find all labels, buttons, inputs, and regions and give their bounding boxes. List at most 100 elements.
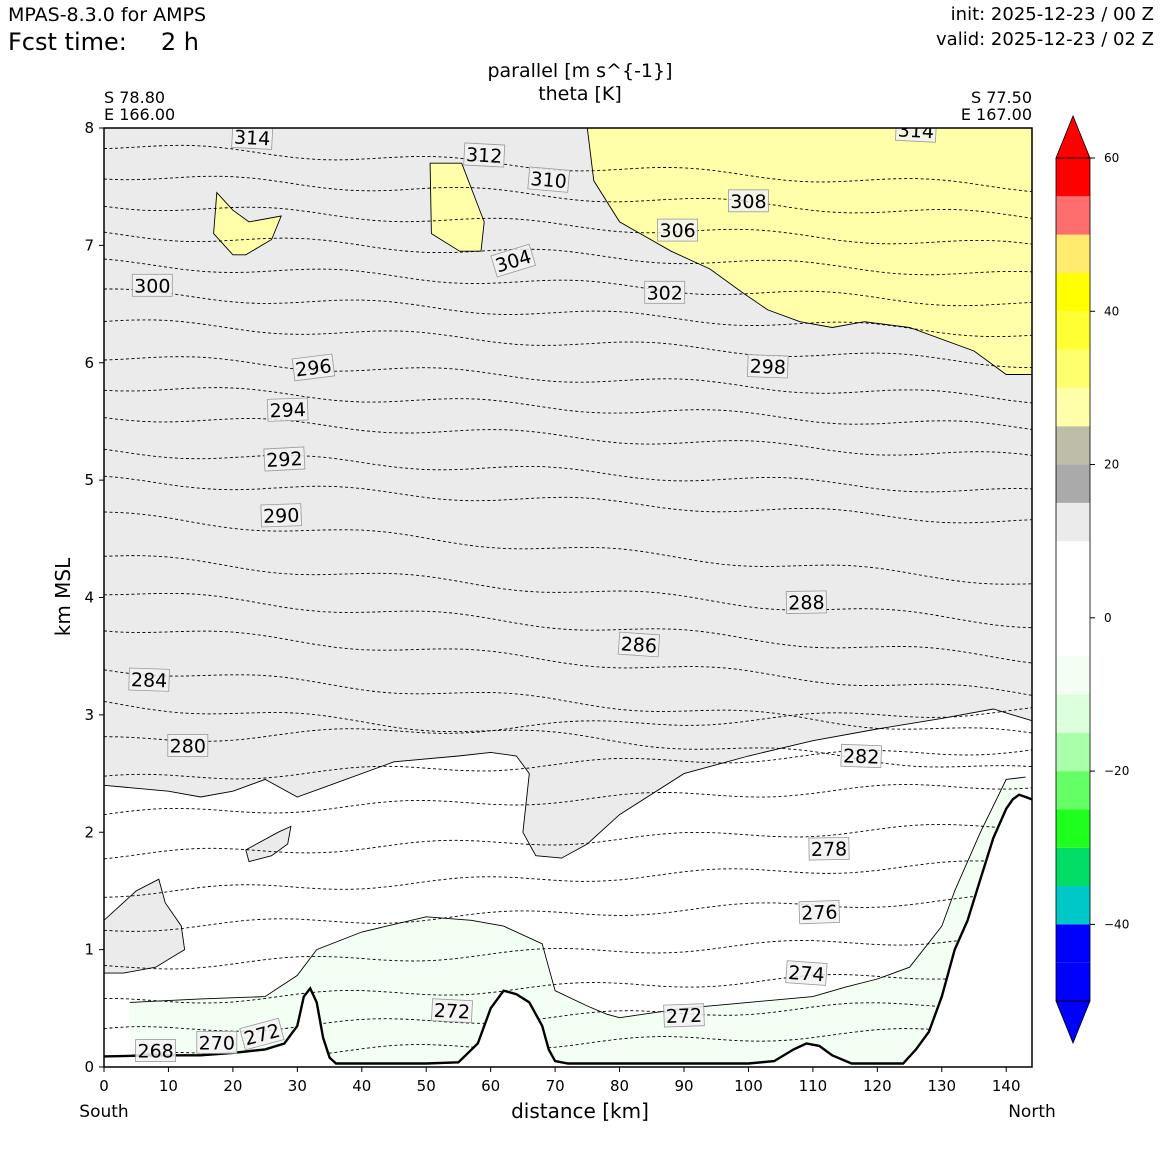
y-axis-label: km MSL (51, 557, 75, 636)
theta-contour-312 (104, 288, 1032, 338)
theta-label-box (196, 1031, 238, 1054)
theta-label-text: 268 (137, 1041, 173, 1063)
left-endpoint-coords: S 78.80 E 166.00 (104, 89, 175, 123)
colorbar-segment-12 (1056, 502, 1090, 542)
theta-label-box (527, 166, 571, 193)
y-tick-label-6: 6 (84, 354, 94, 372)
init-time: init: 2025-12-23 / 00 Z (950, 4, 1154, 25)
theta-label-26: 314 (895, 128, 937, 143)
colorbar-tick-label-3: 20 (1104, 458, 1119, 472)
theta-contour-282 (104, 784, 1032, 816)
theta-label-box (747, 354, 789, 379)
wind-feature-0 (586, 128, 1032, 375)
theta-label-text: 292 (266, 448, 303, 472)
colorbar-segment-2 (1056, 886, 1090, 925)
wind-contour-3 (129, 776, 1026, 1019)
theta-label-9: 282 (840, 743, 882, 769)
theta-label-12: 288 (785, 590, 827, 615)
theta-label-13: 290 (260, 503, 302, 528)
theta-label-box (808, 836, 850, 861)
colorbar-extend-max (1055, 114, 1091, 159)
theta-label-text: 314 (233, 126, 270, 150)
colorbar-segment-16 (1056, 349, 1090, 388)
theta-contour-278 (104, 860, 1032, 898)
theta-contour-310 (104, 319, 1032, 369)
theta-label-box (239, 1017, 285, 1051)
colorbar-segment-5 (1056, 771, 1090, 810)
colorbar-segment-1 (1056, 924, 1090, 963)
theta-label-17: 298 (747, 354, 789, 379)
left-endpoint-lat: S 78.80 (104, 88, 166, 107)
theta-label-0: 268 (135, 1039, 177, 1063)
theta-label-text: 296 (294, 355, 333, 381)
chart-subtitle: theta [K] (538, 83, 622, 105)
theta-label-24: 312 (463, 142, 506, 168)
x-tick-label-120: 120 (863, 1077, 892, 1095)
theta-label-text: 282 (843, 745, 880, 768)
theta-label-box (785, 590, 827, 614)
colorbar-segment-21 (1056, 158, 1090, 197)
theta-contour-318 (104, 205, 1032, 245)
x-tick-label-90: 90 (674, 1077, 693, 1095)
y-tick-label-0: 0 (84, 1058, 94, 1076)
y-tick-label-1: 1 (84, 941, 94, 959)
theta-contour-274 (104, 932, 1032, 970)
x-tick-label-80: 80 (610, 1077, 629, 1095)
wind-contour-2 (104, 708, 1032, 859)
colorbar-extend-min (1055, 1000, 1091, 1045)
y-tick-label-3: 3 (84, 706, 94, 724)
colorbar-segment-4 (1056, 809, 1090, 848)
colorbar-segment-3 (1056, 847, 1090, 887)
colorbar-segment-10 (1056, 579, 1090, 618)
theta-label-box (266, 397, 309, 422)
y-tick-label-5: 5 (84, 471, 94, 489)
theta-label-18: 300 (131, 273, 173, 297)
wind-feature-4 (245, 825, 292, 863)
colorbar-segment-0 (1056, 962, 1090, 1001)
colorbar-segment-11 (1056, 541, 1090, 580)
x-tick-label-50: 50 (417, 1077, 436, 1095)
colorbar-segment-7 (1056, 694, 1090, 733)
theta-contour-296 (104, 555, 1032, 629)
colorbar-tick-label-1: −20 (1104, 764, 1129, 778)
theta-label-11: 286 (617, 631, 661, 658)
theta-label-text: 280 (170, 735, 206, 757)
theta-contour-280 (104, 823, 1032, 860)
colorbar-segment-18 (1056, 272, 1090, 312)
forecast-time-label: Fcst time: (8, 28, 127, 56)
theta-label-text: 302 (647, 282, 683, 304)
theta-label-text: 300 (134, 275, 170, 297)
y-tick-label-2: 2 (84, 823, 94, 841)
theta-label-box (431, 998, 473, 1024)
colorbar-segment-20 (1056, 196, 1090, 235)
theta-label-box (895, 128, 937, 143)
x-tick-label-40: 40 (352, 1077, 371, 1095)
terrain-line (104, 793, 1032, 1065)
theta-contour-290 (104, 669, 1032, 734)
terrain-fill (104, 794, 1032, 1067)
y-tick-label-7: 7 (84, 236, 94, 254)
theta-label-text: 288 (788, 592, 825, 615)
theta-contour-292 (104, 630, 1032, 696)
theta-label-8: 280 (167, 734, 209, 757)
theta-label-text: 270 (199, 1032, 235, 1054)
theta-label-text: 308 (730, 191, 766, 213)
theta-contour-322 (104, 144, 1032, 193)
theta-label-box (463, 142, 506, 168)
theta-label-22: 308 (728, 189, 769, 213)
theta-label-21: 306 (657, 218, 698, 242)
theta-label-10: 284 (128, 667, 170, 692)
theta-label-14: 292 (263, 446, 306, 472)
left-endpoint-lon: E 166.00 (104, 105, 176, 124)
colorbar-segment-13 (1056, 464, 1090, 503)
x-tick-label-0: 0 (99, 1077, 109, 1095)
x-axis-label: distance [km] (511, 1099, 649, 1123)
theta-label-25: 314 (231, 126, 274, 150)
colorbar: −40 −20 0 20 40 60 (1055, 114, 1129, 1045)
theta-label-3: 272 (431, 998, 473, 1024)
theta-label-5: 274 (785, 960, 828, 986)
theta-label-box (490, 243, 537, 278)
theta-label-box (260, 503, 302, 528)
right-endpoint-lon: E 167.00 (960, 105, 1032, 124)
